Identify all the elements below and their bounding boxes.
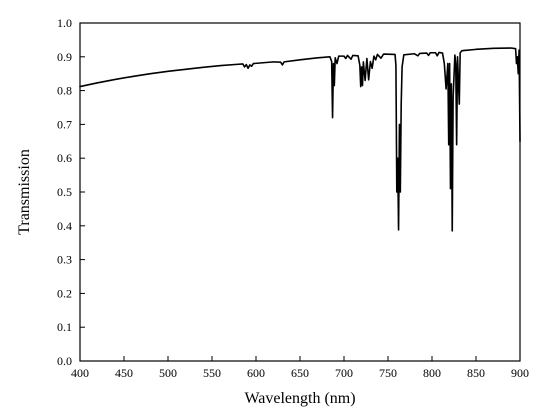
transmission-line <box>79 47 521 232</box>
y-tick-label: 0.6 <box>57 151 72 165</box>
y-tick-label: 0.3 <box>57 253 72 267</box>
x-axis-title: Wavelength (nm) <box>244 390 355 407</box>
x-tick-label: 500 <box>159 366 177 380</box>
x-tick-label: 850 <box>467 366 485 380</box>
x-tick-label: 750 <box>379 366 397 380</box>
y-tick-label: 0.0 <box>57 354 72 368</box>
y-axis-title: Transmission <box>16 149 33 235</box>
x-tick-label: 800 <box>423 366 441 380</box>
y-tick-label: 0.8 <box>57 84 72 98</box>
x-tick-label: 900 <box>511 366 529 380</box>
y-tick-label: 0.9 <box>57 50 72 64</box>
y-tick-label: 0.5 <box>57 185 72 199</box>
y-tick-label: 1.0 <box>57 16 72 30</box>
y-tick-label: 0.2 <box>57 286 72 300</box>
x-tick-label: 650 <box>291 366 309 380</box>
x-axis-ticks: 400 450 500 550 600 650 700 750 800 850 900 <box>71 356 529 380</box>
y-tick-label: 0.4 <box>57 219 72 233</box>
x-tick-label: 400 <box>71 366 89 380</box>
x-tick-label: 450 <box>115 366 133 380</box>
y-axis-ticks: 0.0 0.1 0.2 0.3 0.4 0.5 0.6 0.7 0.8 0.9 1.0 <box>57 16 85 368</box>
x-tick-label: 700 <box>335 366 353 380</box>
y-tick-label: 0.7 <box>57 117 72 131</box>
x-tick-label: 550 <box>203 366 221 380</box>
y-tick-label: 0.1 <box>57 320 72 334</box>
x-tick-label: 600 <box>247 366 265 380</box>
